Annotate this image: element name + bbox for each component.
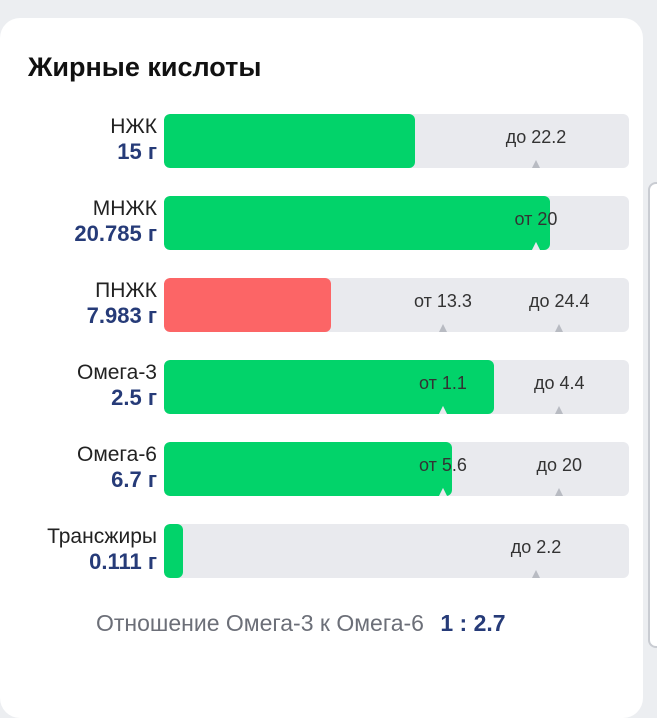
progress-fill	[164, 442, 453, 496]
progress-track: от 1.1 до 4.4	[164, 360, 629, 414]
norm-marker-label: до 2.2	[510, 537, 562, 557]
nutrient-name: ПНЖК	[95, 279, 157, 302]
fill-notch-icon	[532, 242, 540, 250]
norm-tick-icon	[532, 570, 540, 578]
nutrient-name: Омега-3	[76, 361, 157, 384]
fill-notch-icon	[439, 488, 447, 496]
nutrient-row: Омега-3 2.5 г от 1.1 до 4.4	[0, 360, 643, 414]
norm-marker-label: до 4.4	[533, 373, 585, 393]
nutrient-label: НЖК 15 г	[110, 114, 157, 164]
nutrient-label: ПНЖК 7.983 г	[87, 278, 157, 328]
side-panel-edge[interactable]	[648, 182, 657, 648]
nutrient-label: Омега-3 2.5 г	[77, 360, 157, 410]
nutrient-amount: 15 г	[117, 139, 157, 164]
progress-fill	[164, 360, 495, 414]
progress-fill	[164, 114, 416, 168]
nutrient-amount: 0.111 г	[89, 549, 157, 574]
norm-tick-icon	[532, 160, 540, 168]
norm-tick-icon	[555, 406, 564, 414]
norm-tick-icon	[555, 488, 564, 496]
progress-track: от 20	[164, 196, 629, 250]
progress-track: до 22.2	[164, 114, 629, 168]
omega-ratio-label: Отношение Омега-3 к Омега-6	[96, 610, 424, 636]
nutrient-amount: 20.785 г	[74, 221, 157, 246]
nutrient-row: МНЖК 20.785 г от 20	[0, 196, 643, 250]
omega-ratio-value: 1 : 2.7	[440, 610, 506, 636]
nutrient-name: МНЖК	[92, 197, 157, 220]
nutrient-row: НЖК 15 г до 22.2	[0, 114, 643, 168]
norm-tick-icon	[439, 324, 447, 332]
norm-marker-label: от 13.3	[414, 291, 472, 311]
norm-marker-label: от 5.6	[419, 455, 467, 475]
norm-marker-label: до 20	[536, 455, 583, 475]
progress-track: от 5.6 до 20	[164, 442, 629, 496]
nutrient-amount: 2.5 г	[111, 385, 157, 410]
nutrient-row: ПНЖК 7.983 г от 13.3 до 24.4	[0, 278, 643, 332]
norm-marker-label: от 20	[514, 209, 558, 229]
nutrient-row: Омега-6 6.7 г от 5.6 до 20	[0, 442, 643, 496]
nutrient-label: Омега-6 6.7 г	[77, 442, 157, 492]
nutrient-name: Трансжиры	[47, 525, 157, 548]
nutrient-amount: 6.7 г	[111, 467, 157, 492]
progress-track: до 2.2	[164, 524, 629, 578]
progress-fill	[164, 196, 550, 250]
nutrient-amount: 7.983 г	[86, 303, 157, 328]
norm-tick-icon	[555, 324, 564, 332]
progress-track: от 13.3 до 24.4	[164, 278, 629, 332]
norm-marker-label: до 24.4	[528, 291, 590, 311]
section-title: Жирные кислоты	[28, 52, 262, 82]
nutrient-row: Трансжиры 0.111 г до 2.2	[0, 524, 643, 578]
progress-fill	[164, 278, 332, 332]
progress-fill	[164, 524, 183, 578]
omega-ratio: Отношение Омега-3 к Омега-6 1 : 2.7	[96, 610, 506, 637]
nutrient-name: Омега-6	[76, 443, 157, 466]
nutrient-label: Трансжиры 0.111 г	[47, 524, 157, 574]
fill-notch-icon	[439, 406, 447, 414]
nutrient-label: МНЖК 20.785 г	[74, 196, 157, 246]
norm-marker-label: от 1.1	[419, 373, 467, 393]
norm-marker-label: до 22.2	[505, 127, 567, 147]
nutrient-name: НЖК	[110, 115, 157, 138]
